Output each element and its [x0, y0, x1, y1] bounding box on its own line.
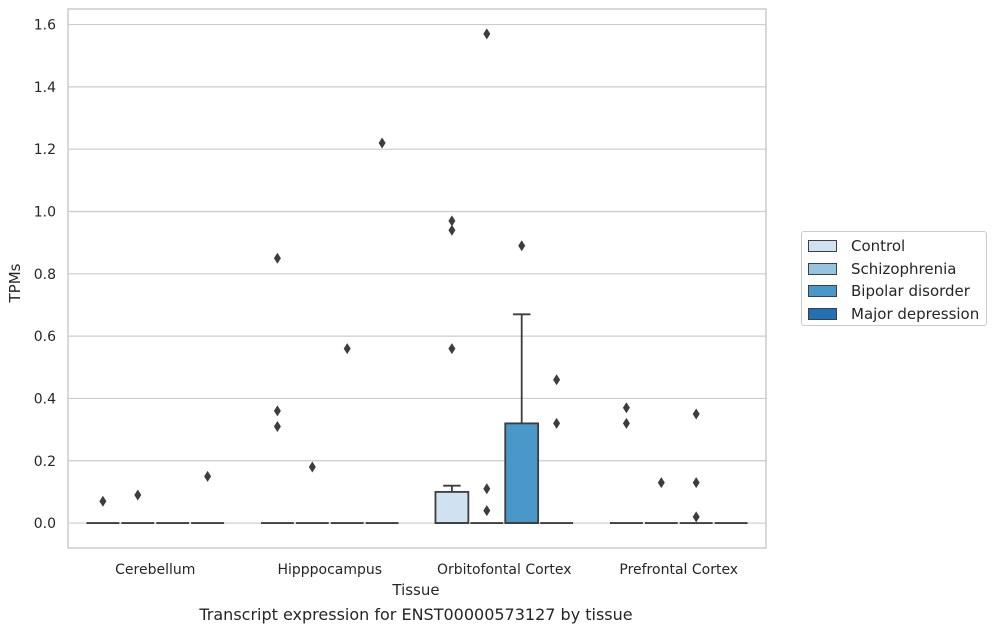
box-major-depression [540, 374, 574, 524]
outlier-point [553, 374, 561, 386]
outlier-point [483, 483, 491, 495]
box-rect [434, 491, 470, 524]
y-axis: 0.0 0.2 0.4 0.6 0.8 1.0 1.2 1.4 1.6 [34, 18, 56, 532]
outlier-point [448, 215, 456, 227]
legend-item: Major depression [808, 303, 986, 326]
legend: Control Schizophrenia Bipolar disorder Majo… [801, 231, 987, 326]
outlier-point [692, 477, 700, 489]
legend-item: Bipolar disorder [808, 280, 986, 303]
legend-label: Bipolar disorder [851, 282, 970, 301]
box-major-depression [365, 137, 399, 524]
chart-caption: Transcript expression for ENST0000057312… [199, 605, 633, 624]
legend-label: Schizophrenia [851, 259, 957, 278]
legend-item: Schizophrenia [808, 258, 986, 281]
outlier-point [378, 137, 386, 149]
outlier-point [657, 477, 665, 489]
outlier-point [343, 343, 351, 355]
outlier-point [308, 461, 316, 473]
x-axis: Cerebellum Hipppocampus Orbitofontal Corte… [115, 562, 738, 578]
outlier-point [692, 511, 700, 523]
outlier-point [553, 417, 561, 429]
x-tick-label: Orbitofontal Cortex [437, 562, 572, 578]
plot-area [86, 28, 748, 524]
plot-frame [67, 8, 767, 549]
outlier-point [273, 252, 281, 264]
y-tick-label: 0.0 [34, 516, 56, 532]
box-control [260, 252, 294, 524]
legend-swatch [808, 262, 837, 275]
legend-swatch [808, 307, 837, 320]
y-tick-label: 0.8 [34, 267, 56, 283]
y-tick-label: 1.2 [34, 142, 56, 158]
box-bipolar-disorder [679, 408, 713, 524]
legend-label: Control [851, 237, 906, 256]
box-control [86, 495, 120, 524]
box-control [434, 215, 470, 524]
box-bipolar-disorder [504, 240, 540, 524]
y-tick-label: 1.0 [34, 205, 56, 221]
box-schizophrenia [121, 489, 155, 524]
box-major-depression [191, 470, 225, 524]
outlier-point [204, 470, 212, 482]
legend-label: Major depression [851, 304, 980, 323]
box-rect [504, 422, 540, 524]
outlier-point [692, 408, 700, 420]
y-tick-label: 1.4 [34, 80, 56, 96]
outlier-point [273, 420, 281, 432]
y-tick-label: 0.2 [34, 454, 56, 470]
box-bipolar-disorder [330, 343, 364, 524]
gridlines [68, 23, 766, 524]
outlier-point [448, 343, 456, 355]
outlier-point [483, 28, 491, 40]
x-tick-label: Hipppocampus [277, 562, 382, 578]
x-tick-label: Cerebellum [115, 562, 195, 578]
box-schizophrenia [644, 477, 678, 524]
legend-swatch [808, 240, 837, 253]
outlier-point [448, 224, 456, 236]
outlier-point [273, 405, 281, 417]
outlier-point [622, 402, 630, 414]
x-tick-label: Prefrontal Cortex [619, 562, 738, 578]
box-control [609, 402, 643, 524]
box-schizophrenia [295, 461, 329, 524]
box-schizophrenia [470, 28, 504, 524]
outlier-point [134, 489, 142, 501]
y-tick-label: 0.4 [34, 391, 56, 407]
y-tick-label: 0.6 [34, 329, 56, 345]
y-axis-label: TPMs [6, 263, 24, 303]
outlier-point [518, 240, 526, 252]
x-axis-label: Tissue [391, 581, 439, 599]
y-tick-label: 1.6 [34, 18, 56, 34]
outlier-point [483, 505, 491, 517]
outlier-point [622, 417, 630, 429]
outlier-point [99, 495, 107, 507]
legend-swatch [808, 285, 837, 298]
legend-item: Control [808, 235, 986, 258]
